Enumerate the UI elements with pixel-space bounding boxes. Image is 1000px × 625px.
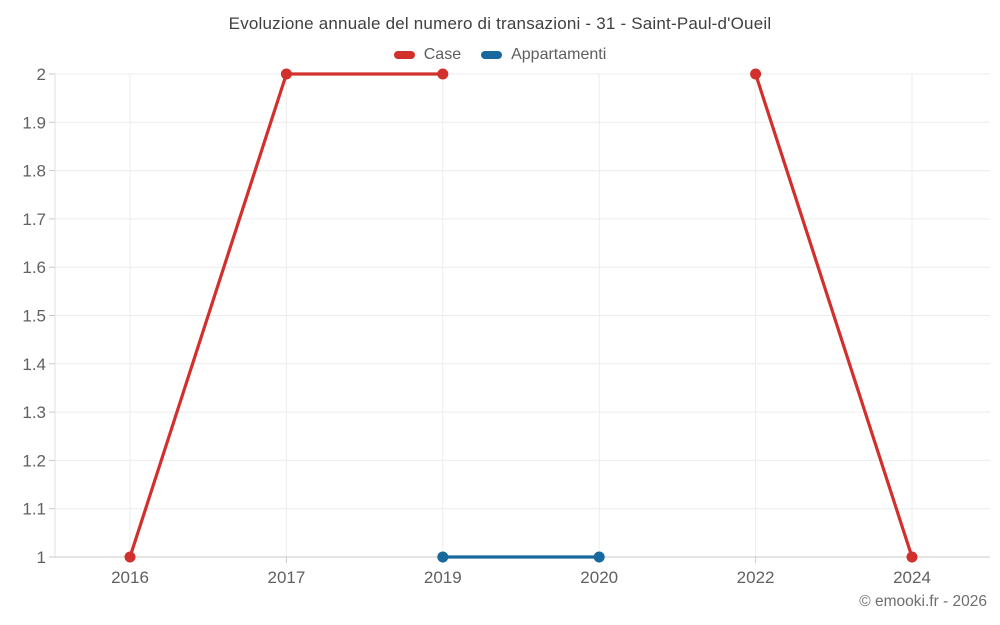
data-point-case-2022[interactable] — [750, 68, 762, 80]
chart-legend: Case Appartamenti — [0, 44, 1000, 66]
y-tick-label: 1.2 — [22, 451, 46, 470]
legend-label-case: Case — [423, 46, 462, 63]
copyright-text: © emooki.fr - 2026 — [859, 593, 987, 610]
legend-item-case[interactable]: Case — [393, 46, 462, 64]
y-tick-label: 1 — [37, 548, 46, 567]
x-tick-label: 2019 — [424, 568, 462, 587]
x-tick-label: 2024 — [893, 568, 931, 587]
y-tick-label: 1.1 — [22, 500, 46, 519]
x-tick-label: 2020 — [580, 568, 618, 587]
legend-item-appartamenti[interactable]: Appartamenti — [481, 46, 606, 64]
y-tick-label: 1.9 — [22, 113, 46, 132]
data-point-case-2016[interactable] — [124, 551, 136, 563]
data-point-case-2017[interactable] — [280, 68, 292, 80]
legend-marker-case-icon — [393, 51, 415, 59]
data-point-case-2019[interactable] — [437, 68, 449, 80]
data-point-appartamenti-2019[interactable] — [437, 551, 449, 563]
x-tick-label: 2017 — [267, 568, 305, 587]
y-tick-label: 1.3 — [22, 403, 46, 422]
series-line-case — [753, 72, 914, 559]
legend-label-appartamenti: Appartamenti — [511, 46, 607, 63]
y-tick-label: 1.4 — [22, 355, 46, 374]
data-point-appartamenti-2020[interactable] — [593, 551, 605, 563]
x-tick-label: 2022 — [737, 568, 775, 587]
legend-marker-appartamenti-icon — [481, 51, 503, 59]
data-point-case-2024[interactable] — [906, 551, 918, 563]
y-tick-label: 2 — [37, 65, 46, 84]
y-tick-label: 1.7 — [22, 210, 46, 229]
y-tick-label: 1.5 — [22, 307, 46, 326]
y-tick-label: 1.6 — [22, 258, 46, 277]
chart-title: Evoluzione annuale del numero di transaz… — [228, 14, 772, 33]
x-tick-label: 2016 — [111, 568, 149, 587]
y-tick-label: 1.8 — [22, 162, 46, 181]
